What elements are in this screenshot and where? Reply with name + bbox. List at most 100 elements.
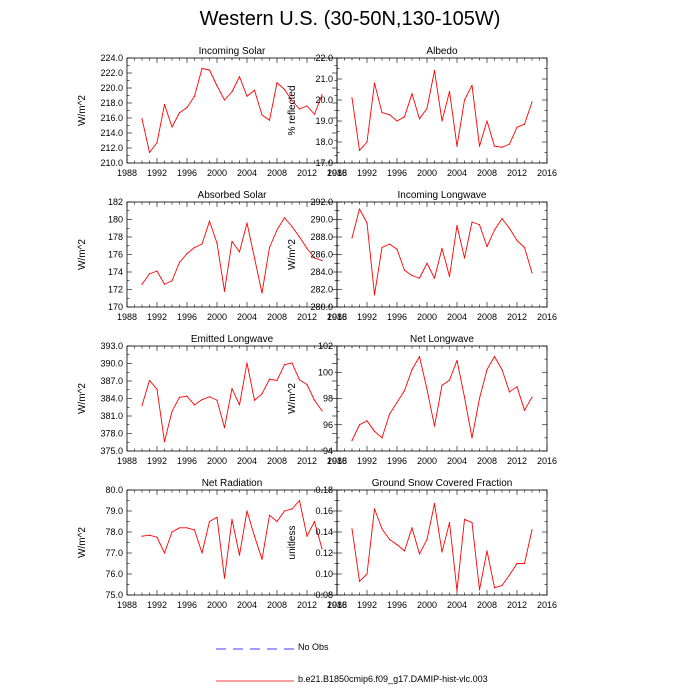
x-tick-label: 1988: [117, 456, 137, 466]
data-point: [193, 95, 196, 97]
data-point: [141, 404, 143, 407]
data-point: [171, 410, 173, 412]
data-point: [171, 280, 173, 282]
y-tick-label: 172: [108, 285, 123, 295]
data-point: [351, 237, 353, 239]
plot-frame: [336, 345, 548, 452]
x-tick-label: 2016: [327, 456, 347, 466]
data-point: [411, 274, 413, 277]
data-point: [216, 85, 218, 87]
data-point: [321, 94, 323, 96]
data-point: [261, 558, 263, 560]
data-point: [456, 145, 458, 147]
x-tick-label: 1988: [117, 600, 137, 610]
y-tick-label: 375.0: [100, 446, 123, 456]
data-point: [208, 69, 211, 71]
data-point: [486, 550, 488, 552]
data-point: [223, 290, 226, 292]
data-point: [306, 247, 308, 249]
x-tick-label: 2012: [507, 168, 527, 178]
data-point: [186, 527, 188, 529]
data-point: [223, 577, 226, 579]
data-point: [523, 562, 526, 565]
data-point: [501, 146, 503, 148]
y-axis-label: unitless: [287, 526, 298, 560]
y-tick-label: 17.0: [315, 158, 333, 168]
data-point: [313, 113, 316, 115]
data-point: [148, 534, 151, 536]
data-point: [388, 243, 391, 245]
data-point: [441, 551, 443, 553]
data-point: [231, 240, 233, 242]
data-point: [441, 384, 443, 386]
series-line: [351, 356, 533, 441]
data-point: [373, 82, 376, 84]
data-point: [478, 589, 481, 591]
x-tick-label: 1996: [177, 168, 197, 178]
data-point: [291, 508, 293, 510]
panel-title: Ground Snow Covered Fraction: [372, 478, 513, 489]
data-point: [283, 510, 286, 512]
y-tick-label: 76.0: [105, 569, 123, 579]
data-point: [246, 222, 248, 224]
y-axis-label: W/m^2: [77, 527, 88, 558]
data-point: [508, 574, 511, 576]
data-point: [531, 396, 533, 398]
x-tick-label: 1996: [387, 600, 407, 610]
x-tick-label: 2004: [447, 312, 467, 322]
data-point: [426, 538, 428, 540]
data-point: [201, 67, 203, 70]
x-tick-label: 2008: [267, 312, 287, 322]
data-point: [508, 391, 511, 393]
data-point: [373, 430, 376, 432]
data-point: [223, 427, 226, 429]
y-tick-label: 102: [318, 341, 333, 351]
y-tick-label: 381.0: [100, 411, 123, 421]
x-tick-label: 1992: [357, 168, 377, 178]
data-point: [178, 112, 181, 114]
data-point: [238, 554, 241, 556]
x-tick-label: 2008: [477, 168, 497, 178]
data-point: [238, 404, 241, 406]
data-point: [163, 441, 166, 443]
data-point: [471, 84, 473, 86]
data-point: [358, 208, 361, 210]
data-point: [298, 379, 301, 381]
data-point: [516, 562, 518, 565]
data-point: [448, 275, 451, 277]
x-tick-label: 2012: [507, 456, 527, 466]
x-tick-label: 2016: [537, 168, 557, 178]
panel-title: Net Longwave: [410, 334, 474, 345]
data-point: [426, 388, 428, 390]
data-point: [298, 499, 301, 502]
x-tick-label: 2004: [447, 168, 467, 178]
data-point: [493, 145, 496, 147]
data-point: [231, 91, 233, 93]
data-point: [418, 355, 421, 358]
x-tick-label: 2008: [267, 456, 287, 466]
data-point: [478, 145, 481, 147]
data-point: [523, 246, 526, 249]
panel-title: Albedo: [426, 46, 458, 57]
data-point: [396, 401, 398, 404]
data-point: [208, 520, 211, 523]
data-point: [396, 248, 398, 250]
y-axis-label: W/m^2: [77, 239, 88, 270]
y-tick-label: 288.0: [310, 232, 333, 242]
data-point: [433, 277, 436, 279]
panel-title: Absorbed Solar: [198, 190, 268, 201]
data-point: [523, 409, 526, 411]
data-point: [351, 439, 353, 442]
data-point: [148, 379, 151, 382]
x-tick-label: 1988: [327, 168, 347, 178]
data-point: [291, 225, 293, 228]
data-point: [253, 535, 256, 537]
data-point: [403, 390, 406, 392]
y-tick-label: 224.0: [100, 53, 123, 63]
data-point: [433, 425, 436, 427]
data-point: [276, 82, 278, 84]
data-point: [238, 251, 241, 253]
data-point: [298, 108, 301, 110]
data-point: [306, 383, 308, 386]
